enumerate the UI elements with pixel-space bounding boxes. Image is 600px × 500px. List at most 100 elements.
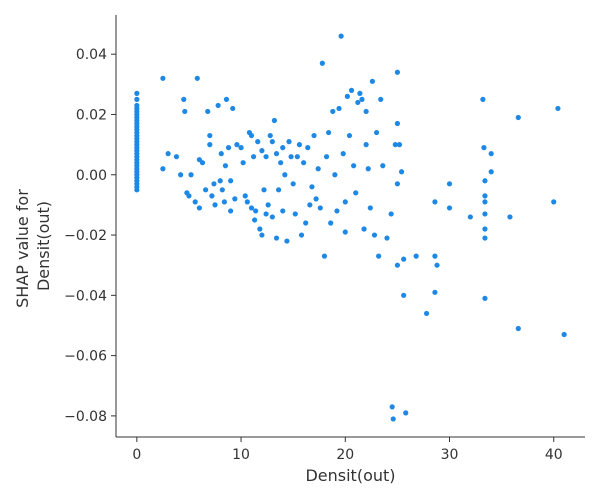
y-tick-label: −0.04 bbox=[64, 288, 107, 304]
x-tick-label: 30 bbox=[441, 447, 459, 463]
scatter-point bbox=[275, 187, 282, 193]
scatter-point bbox=[211, 181, 217, 187]
scatter-point bbox=[357, 90, 363, 96]
x-ticks: 0 10 20 30 40 bbox=[132, 437, 563, 463]
scatter-point bbox=[394, 120, 400, 127]
y-tick-label: 0.04 bbox=[76, 47, 107, 63]
scatter-point bbox=[367, 205, 373, 211]
scatter-point bbox=[248, 132, 255, 139]
scatter-point bbox=[394, 69, 400, 75]
scatter-point bbox=[134, 96, 140, 102]
y-axis-label-line-2: Densit(out) bbox=[34, 201, 53, 291]
scatter-point bbox=[373, 129, 380, 136]
scatter-point bbox=[173, 154, 180, 160]
scatter-point bbox=[482, 178, 488, 184]
plot-area bbox=[134, 33, 567, 422]
scatter-point bbox=[403, 410, 409, 416]
scatter-point bbox=[482, 199, 488, 205]
scatter-point bbox=[326, 129, 332, 136]
scatter-point bbox=[384, 235, 390, 241]
scatter-point bbox=[432, 253, 438, 259]
scatter-point bbox=[205, 108, 211, 115]
axes bbox=[115, 15, 585, 438]
y-axis-label: SHAP value for Densit(out) bbox=[13, 184, 53, 308]
scatter-point bbox=[515, 325, 521, 332]
scatter-point bbox=[311, 132, 317, 139]
scatter-point bbox=[228, 208, 234, 214]
x-tick-label: 10 bbox=[232, 447, 250, 463]
scatter-point bbox=[280, 208, 286, 214]
scatter-point bbox=[351, 163, 357, 169]
scatter-point bbox=[467, 214, 473, 220]
scatter-point bbox=[280, 145, 286, 151]
scatter-point bbox=[196, 205, 202, 211]
scatter-point bbox=[338, 33, 344, 39]
scatter-point bbox=[342, 199, 348, 205]
scatter-point bbox=[344, 93, 350, 99]
scatter-point bbox=[252, 217, 258, 223]
scatter-point bbox=[305, 145, 311, 151]
scatter-point bbox=[298, 232, 305, 238]
scatter-point bbox=[515, 114, 521, 121]
y-ticks: −0.08 −0.06 −0.04 −0.02 0.00 0.02 0.04 bbox=[64, 47, 116, 425]
x-tick-label: 20 bbox=[336, 447, 354, 463]
scatter-point bbox=[380, 163, 386, 169]
scatter-point bbox=[482, 226, 488, 232]
scatter-point bbox=[482, 295, 488, 301]
scatter-point bbox=[160, 75, 166, 81]
scatter-point bbox=[134, 90, 140, 96]
scatter-point bbox=[432, 199, 438, 205]
scatter-point bbox=[223, 96, 230, 102]
scatter-point bbox=[255, 139, 261, 145]
scatter-point bbox=[218, 151, 224, 157]
scatter-point bbox=[186, 193, 192, 199]
scatter-point bbox=[342, 229, 348, 235]
scatter-point bbox=[257, 226, 263, 232]
scatter-point bbox=[294, 154, 300, 160]
scatter-point bbox=[301, 160, 307, 166]
scatter-point bbox=[390, 416, 396, 422]
scatter-point bbox=[181, 96, 187, 102]
scatter-point bbox=[234, 142, 240, 148]
scatter-point bbox=[271, 117, 278, 124]
scatter-point bbox=[244, 199, 250, 205]
y-tick-label: −0.08 bbox=[64, 409, 107, 425]
scatter-point bbox=[253, 208, 259, 214]
scatter-point bbox=[288, 154, 294, 160]
scatter-point bbox=[394, 181, 400, 187]
y-tick-label: 0.02 bbox=[76, 107, 107, 123]
scatter-point bbox=[273, 235, 280, 241]
y-tick-label: −0.02 bbox=[64, 228, 107, 244]
scatter-point bbox=[160, 166, 166, 172]
scatter-point bbox=[401, 256, 407, 262]
scatter-point bbox=[269, 214, 275, 220]
scatter-point bbox=[307, 202, 313, 208]
scatter-point bbox=[359, 96, 365, 102]
scatter-point bbox=[507, 214, 513, 220]
y-tick-label: −0.06 bbox=[64, 349, 107, 365]
scatter-point bbox=[423, 310, 430, 317]
scatter-point bbox=[336, 105, 342, 112]
scatter-point bbox=[230, 105, 236, 112]
scatter-point bbox=[378, 96, 384, 102]
scatter-point bbox=[376, 253, 382, 259]
scatter-point bbox=[192, 199, 198, 205]
scatter-point bbox=[215, 102, 221, 109]
scatter-point bbox=[482, 211, 488, 217]
scatter-point bbox=[355, 99, 361, 106]
scatter-point bbox=[321, 253, 328, 259]
scatter-point bbox=[371, 232, 378, 238]
scatter-point bbox=[348, 87, 355, 93]
scatter-point bbox=[481, 145, 487, 151]
scatter-point bbox=[296, 142, 303, 148]
scatter-point bbox=[309, 184, 315, 190]
scatter-point bbox=[222, 163, 229, 169]
scatter-point bbox=[263, 154, 269, 160]
scatter-point bbox=[313, 196, 319, 202]
scatter-point bbox=[396, 142, 403, 148]
y-axis-label-line-1: SHAP value for bbox=[13, 189, 32, 308]
scatter-point bbox=[330, 108, 336, 115]
scatter-point bbox=[199, 160, 206, 166]
scatter-point bbox=[413, 253, 419, 259]
scatter-point bbox=[365, 166, 371, 172]
